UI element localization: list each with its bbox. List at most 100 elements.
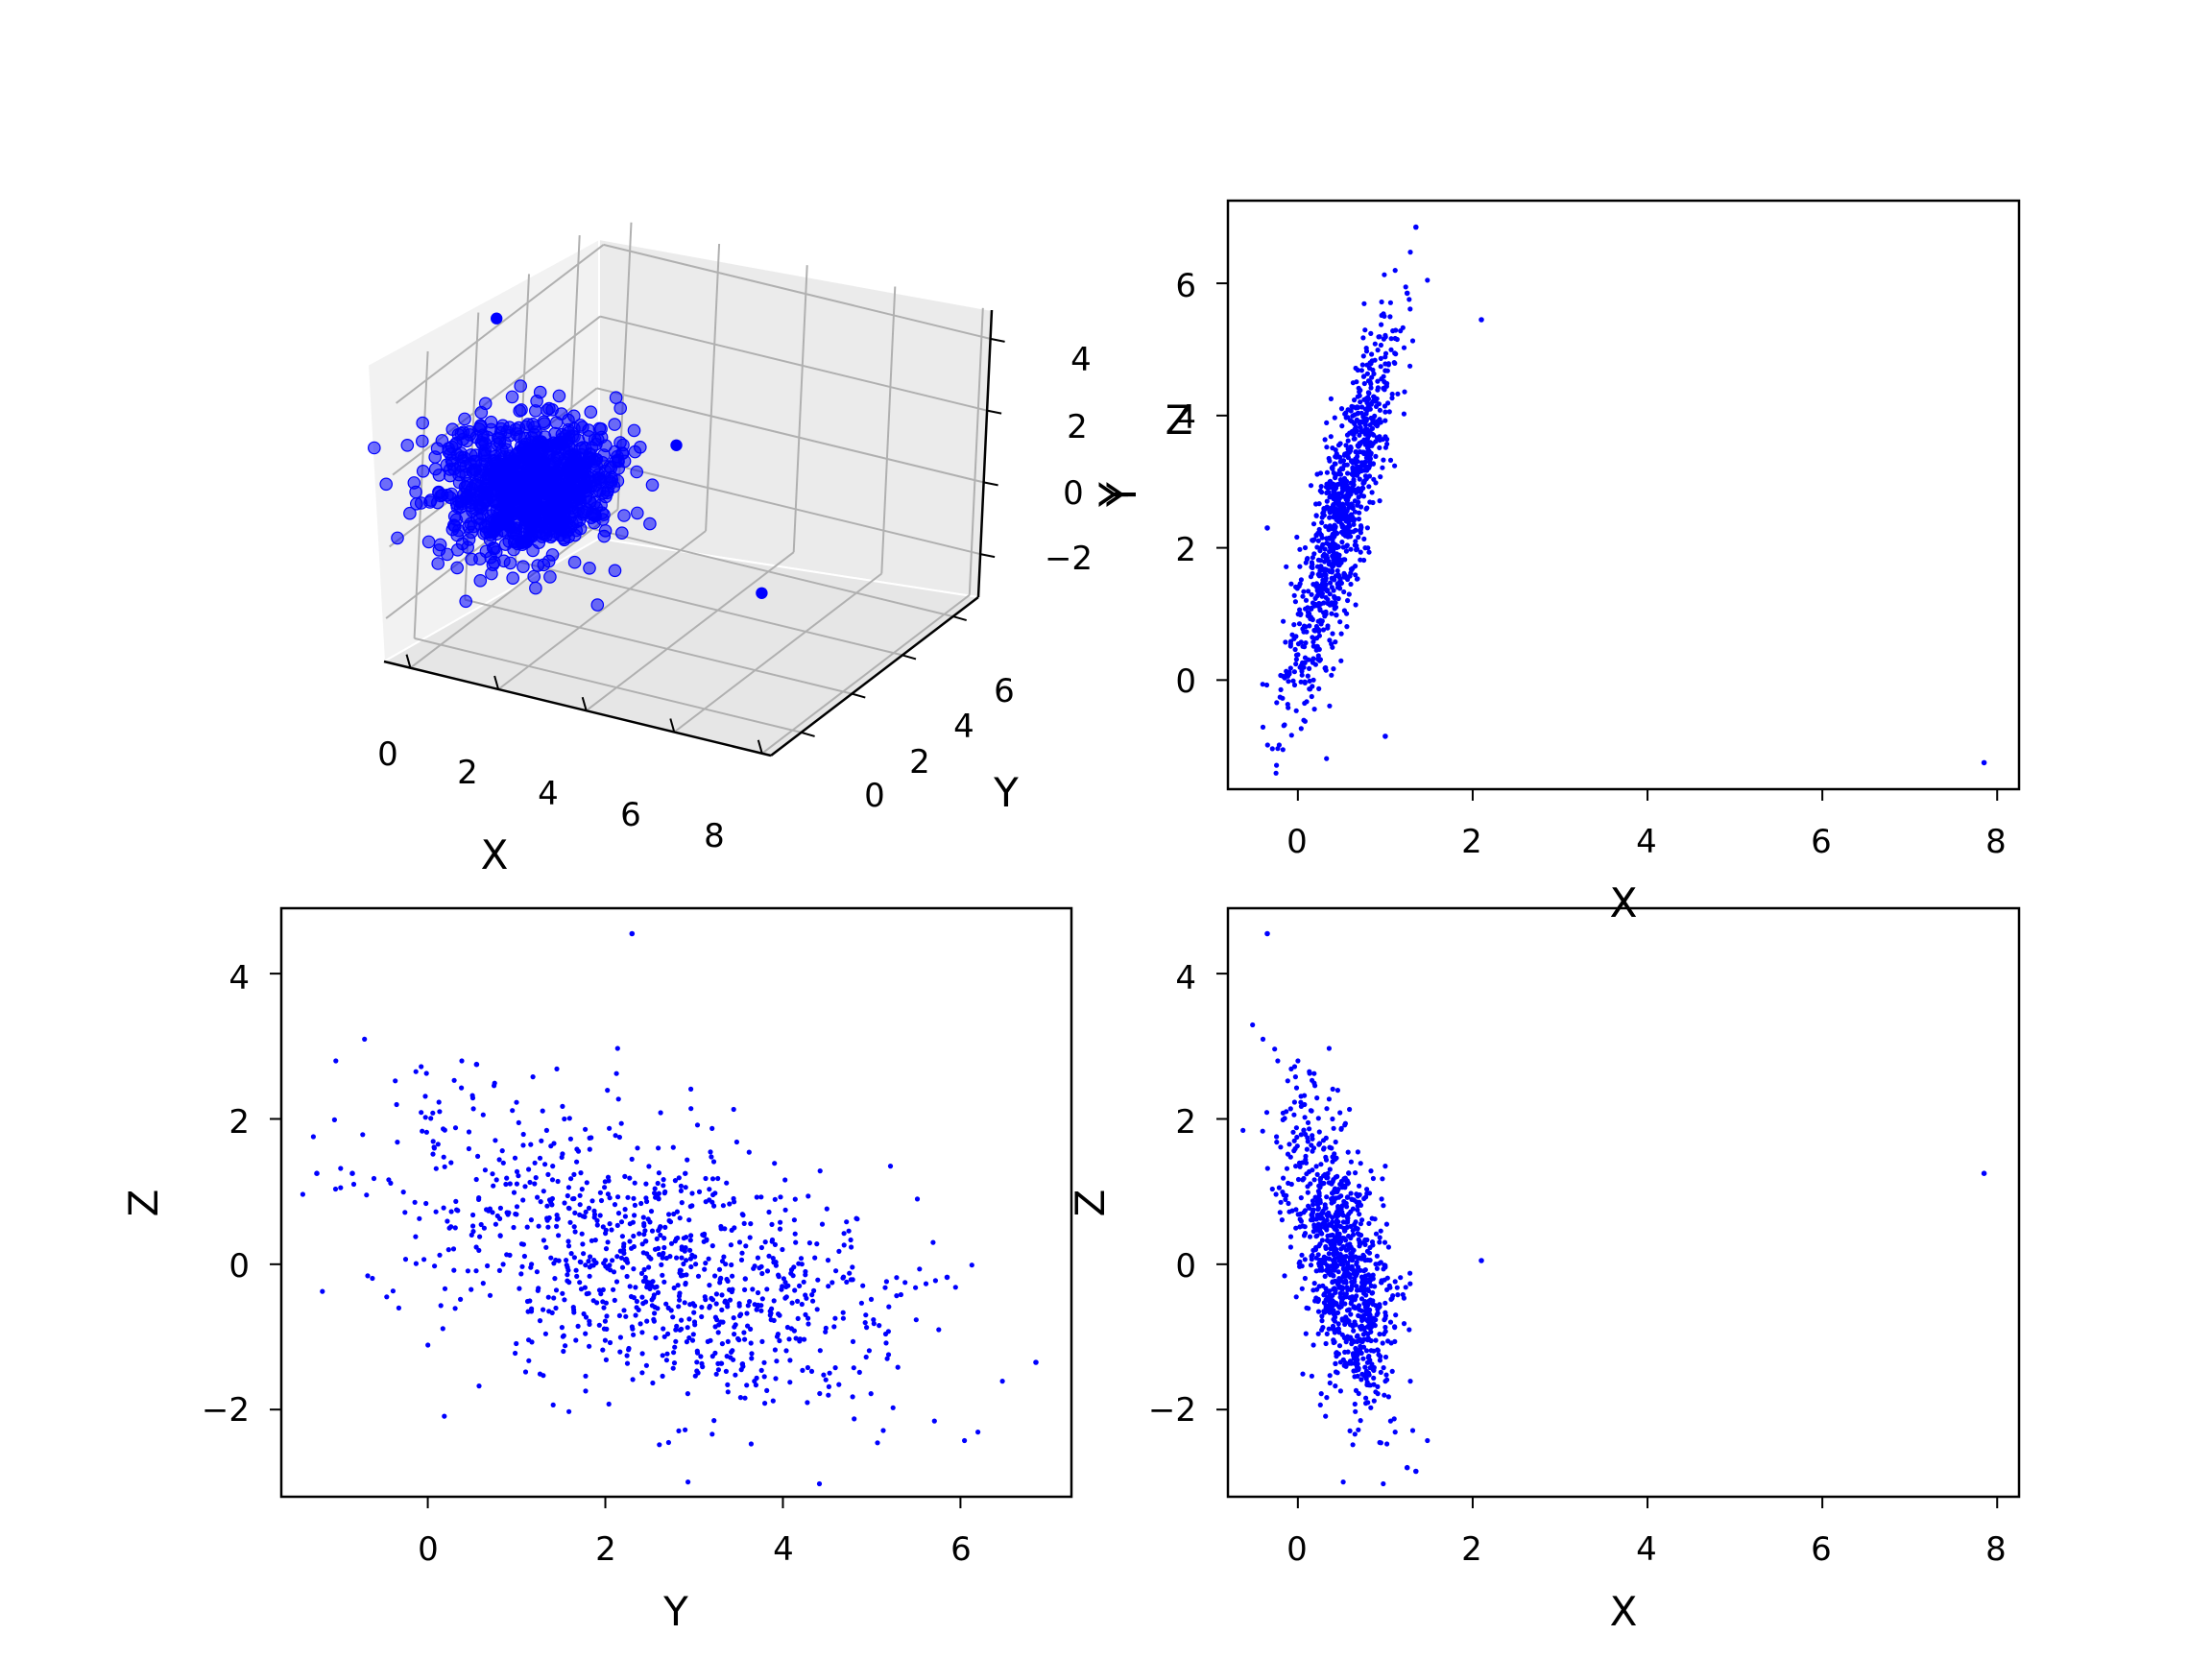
scatter-point — [677, 1290, 683, 1296]
scatter-point — [458, 1296, 464, 1302]
scatter-point — [799, 1301, 805, 1308]
scatter-point — [1365, 545, 1371, 551]
scatter-point — [566, 1116, 572, 1121]
scatter-point — [587, 1343, 592, 1349]
scatter-point — [537, 1318, 543, 1324]
scatter-point — [1329, 1243, 1334, 1249]
scatter-point — [1379, 376, 1384, 382]
scatter-point — [1368, 401, 1374, 407]
scatter-point — [1315, 1309, 1322, 1314]
scatter-point — [1368, 385, 1374, 391]
scatter-point — [1370, 1301, 1376, 1307]
scatter-point — [565, 1243, 572, 1249]
scatter-point — [695, 1370, 701, 1376]
scatter-point-3d — [522, 524, 537, 539]
scatter-point — [1371, 394, 1377, 399]
scatter-point — [1297, 546, 1303, 552]
scatter-point — [1277, 694, 1283, 700]
scatter-point — [1348, 1311, 1354, 1317]
scatter-point — [792, 1287, 798, 1293]
scatter-point — [736, 1337, 742, 1343]
scatter-point — [438, 1303, 444, 1309]
scatter-point — [1367, 1312, 1373, 1318]
scatter-point — [728, 1242, 734, 1248]
scatter-point — [1334, 1370, 1340, 1376]
scatter-point — [470, 1212, 476, 1218]
scatter-point — [602, 1179, 608, 1185]
scatter-point — [720, 1319, 726, 1325]
scatter-point — [1344, 1214, 1350, 1219]
scatter-point — [630, 1377, 636, 1382]
scatter-point-3d — [506, 571, 519, 585]
scatter-point — [1289, 632, 1295, 637]
scatter-point — [591, 1258, 597, 1263]
scatter-point-3d — [608, 564, 622, 578]
scatter-point-3d — [565, 505, 579, 519]
scatter-point — [487, 1292, 493, 1298]
scatter-point — [583, 1331, 589, 1336]
scatter-point — [1347, 1428, 1353, 1433]
scatter-point — [1344, 1194, 1351, 1200]
scatter-point — [1375, 1347, 1381, 1353]
scatter-point — [782, 1207, 788, 1213]
scatter-point — [1322, 437, 1328, 443]
scatter-point — [1309, 1253, 1314, 1260]
scatter-point-3d — [473, 573, 488, 588]
scatter-point — [1362, 421, 1368, 426]
scatter-point — [541, 1373, 546, 1379]
scatter-point — [755, 1255, 761, 1261]
scatter-point — [614, 1222, 620, 1228]
scatter-point — [770, 1256, 776, 1262]
scatter-point — [459, 1085, 465, 1091]
scatter-point — [1323, 1413, 1329, 1419]
scatter-point — [1304, 1171, 1310, 1177]
scatter-point — [624, 1360, 631, 1366]
scatter-point — [707, 1283, 712, 1288]
scatter-point — [1278, 1199, 1284, 1205]
scatter-point — [1398, 1275, 1404, 1281]
scatter-point — [1334, 454, 1339, 460]
scatter-point — [1383, 1372, 1389, 1378]
scatter-point — [1336, 1343, 1343, 1349]
scatter-point — [689, 1190, 695, 1196]
scatter-point — [703, 1175, 709, 1182]
scatter-point — [567, 1136, 574, 1142]
scatter-point — [1317, 1177, 1323, 1183]
scatter-point — [1333, 486, 1338, 492]
scatter-point-3d — [608, 418, 621, 431]
scatter-point — [727, 1297, 733, 1303]
scatter-point — [1311, 1222, 1317, 1228]
scatter-point-3d — [465, 552, 478, 566]
scatter-point — [1381, 457, 1386, 463]
scatter-point — [1302, 1257, 1308, 1262]
scatter-point — [600, 1347, 606, 1353]
scatter-point — [412, 1199, 418, 1205]
scatter-point — [755, 1289, 761, 1296]
scatter-point — [840, 1315, 847, 1321]
scatter-point — [579, 1231, 585, 1237]
scatter-point — [1317, 545, 1323, 551]
scatter-point — [1364, 468, 1370, 473]
scatter-point — [612, 1297, 617, 1303]
scatter-point — [466, 1145, 471, 1152]
scatter-point — [1326, 1238, 1332, 1244]
scatter-point — [692, 1303, 698, 1309]
scatter-point — [657, 1252, 662, 1258]
scatter-point — [776, 1272, 781, 1278]
scatter-point — [556, 1258, 562, 1263]
scatter-point — [360, 1132, 366, 1138]
scatter-point — [1316, 1284, 1322, 1289]
tick-mark-3d — [581, 696, 588, 711]
scatter-point — [1327, 1373, 1333, 1379]
scatter-point — [1373, 1337, 1379, 1343]
scatter-point — [442, 1164, 447, 1169]
scatter-point — [1323, 1157, 1330, 1163]
scatter-point — [826, 1392, 831, 1398]
scatter-point — [1341, 589, 1347, 595]
scatter-point — [1302, 1275, 1308, 1282]
scatter-point — [762, 1239, 768, 1245]
z-tick-3d: 2 — [1067, 408, 1088, 446]
scatter-point — [831, 1324, 837, 1330]
scatter-point — [1283, 639, 1288, 645]
scatter-point — [1407, 297, 1412, 302]
